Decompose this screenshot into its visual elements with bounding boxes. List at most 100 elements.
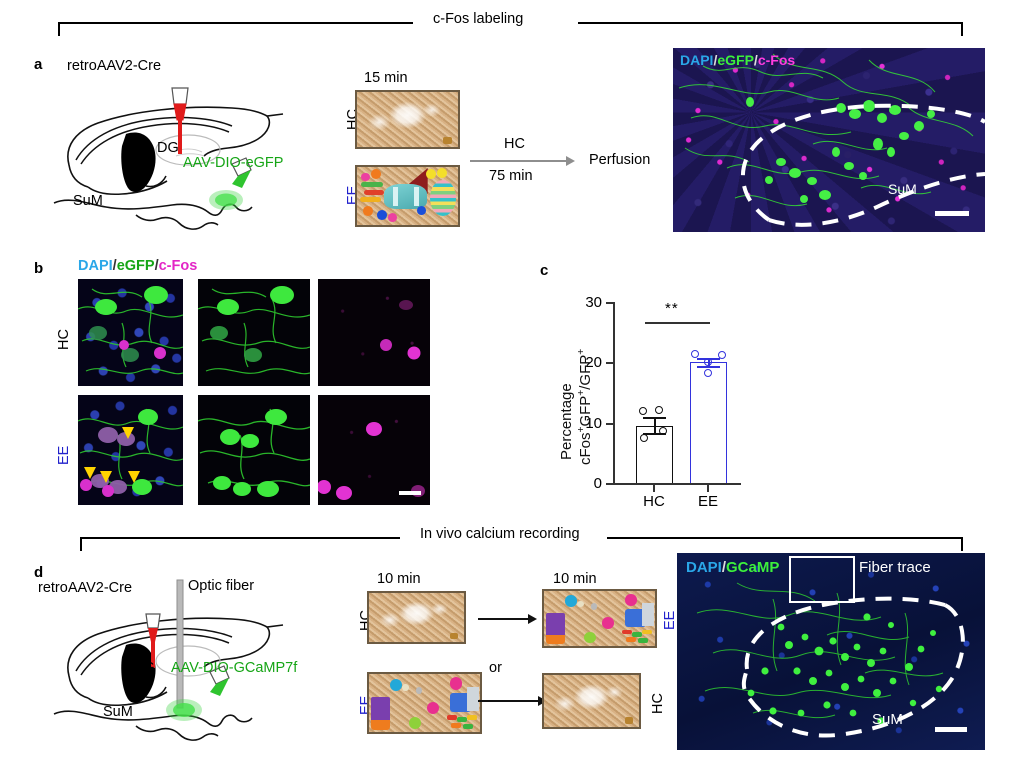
panel-b-letter: b [34, 260, 44, 277]
egfp-layer [678, 53, 974, 207]
section-caption-bottom: In vivo calcium recording [420, 526, 580, 542]
panel-d-brain-diagram [53, 579, 284, 741]
chart-ylabel-0: 0 [593, 475, 602, 492]
panel-c-letter: c [540, 262, 549, 279]
panel-d-channel-legend: DAPI/GCaMP [686, 559, 779, 576]
panel-b-row-label-ee: EE [56, 445, 72, 465]
channel-dapi: DAPI [78, 258, 113, 274]
channel-cfos: c-Fos [158, 258, 198, 274]
chart-ylabel-20: 20 [585, 354, 602, 371]
panel-b-image-hc-merge [78, 279, 183, 386]
bracket-tick-left [80, 537, 82, 551]
panel-a-arrow-line [470, 160, 566, 162]
sep1: / [112, 258, 117, 274]
panel-d-fiber-trace-label: Fiber trace [859, 559, 931, 576]
panel-a-photo-hc [355, 90, 460, 149]
panel-a-endpoint-label: Perfusion [589, 152, 651, 168]
chart-x-axis [613, 483, 741, 485]
panel-b-channel-legend: DAPI/eGFP/c-Fos [78, 258, 197, 274]
chart-point-hc-2 [655, 406, 663, 414]
chart-significance-stars: ** [665, 300, 679, 317]
chart-point-hc-3 [640, 434, 648, 442]
bracket-bar-left [58, 22, 413, 24]
panel-d-or-label: or [489, 660, 502, 676]
panel-d-photo-ee-end [542, 589, 657, 648]
panel-d-fiber-trace-box [789, 556, 855, 603]
chart-y-axis-title-line2: cFos+GFP+/GFP+ [576, 348, 594, 465]
section-bracket-bottom: In vivo calcium recording [80, 526, 963, 551]
panel-d-photo-hc-start [367, 591, 466, 644]
sep2: / [154, 258, 159, 274]
panel-d-label-aav-dio-gcamp: AAV-DIO-GCaMP7f [171, 660, 298, 676]
panel-a-letter: a [34, 56, 43, 73]
chart-point-ee-1 [691, 350, 699, 358]
chart-bar-ee[interactable] [690, 362, 727, 483]
panel-d-duration-left: 10 min [377, 571, 421, 587]
sum-outline-dashed [740, 103, 985, 227]
chart-ylabel-10: 10 [585, 415, 602, 432]
panel-b-scalebar [399, 491, 421, 495]
channel-egfp: eGFP [116, 258, 155, 274]
panel-b-row-label-hc: HC [56, 329, 72, 350]
panel-d-micrograph: DAPI/GCaMP Fiber trace SuM [677, 553, 985, 750]
panel-d-arrow-top-head [528, 614, 537, 624]
chart-xlabel-ee: EE [697, 493, 718, 510]
bracket-bar-right [578, 22, 963, 24]
chart-point-ee-3 [704, 358, 712, 366]
chart-ytick-0 [606, 483, 614, 485]
chart-y-axis [613, 302, 615, 485]
panel-b-image-ee-egfp [198, 395, 310, 505]
panel-a-arrow-bottom-label: 75 min [489, 168, 533, 184]
panel-d-label-optic-fiber: Optic fiber [188, 578, 255, 594]
chart-ytick-30 [606, 302, 614, 304]
chart-ylabel-30: 30 [585, 294, 602, 311]
sep1: / [721, 559, 727, 576]
panel-a-brain-diagram [53, 87, 284, 230]
chart-y-axis-title-line1: Percentage [558, 383, 575, 460]
chart-errorbar-hc [653, 417, 656, 435]
bracket-bar-left [80, 537, 400, 539]
panel-b-image-ee-merge [78, 395, 183, 505]
section-bracket-top: c-Fos labeling [58, 11, 963, 36]
channel-cfos: c-Fos [757, 52, 796, 68]
chart-xtick-ee [707, 485, 709, 492]
sep1: / [713, 52, 718, 68]
channel-dapi: DAPI [686, 559, 722, 576]
panel-a-duration-label: 15 min [364, 70, 408, 86]
sep2: / [753, 52, 758, 68]
panel-d-label-sum: SuM [103, 704, 133, 720]
chart-point-hc-1 [639, 407, 647, 415]
chart-ytick-20 [606, 362, 614, 364]
panel-a-label-aav-dio-egfp: AAV-DIO-eGFP [183, 155, 284, 171]
panel-b-image-hc-egfp [198, 279, 310, 386]
cfos-layer [673, 48, 985, 232]
bracket-bar-right [607, 537, 963, 539]
chart-point-ee-4 [704, 369, 712, 377]
panel-a-scalebar [935, 211, 969, 216]
panel-a-arrow-top-label: HC [504, 136, 525, 152]
panel-d-region-label-sum: SuM [872, 711, 903, 728]
dapi-layer [677, 553, 985, 750]
panel-a-label-dg: DG [157, 140, 179, 156]
chart-ytick-10 [606, 423, 614, 425]
panel-d-label-ee-end: EE [662, 610, 678, 630]
panel-d-duration-right: 10 min [553, 571, 597, 587]
bracket-tick-right [961, 537, 963, 551]
chart-xlabel-hc: HC [643, 493, 665, 510]
panel-a-arrow-head [566, 156, 575, 166]
panel-d-arrow-top [478, 618, 528, 620]
section-caption-top: c-Fos labeling [433, 11, 524, 27]
panel-a-micrograph: DAPI/eGFP/c-Fos SuM [673, 48, 985, 232]
chart-significance-line [645, 322, 710, 324]
panel-b-image-ee-cfos [318, 395, 430, 505]
sum-outline-dashed [741, 596, 965, 738]
chart-point-hc-4 [659, 427, 667, 435]
channel-gcamp: GCaMP [726, 559, 780, 576]
bracket-tick-left [58, 22, 60, 36]
panel-d-scalebar [935, 727, 967, 732]
panel-d-label-retroaav: retroAAV2-Cre [38, 580, 133, 596]
chart-point-ee-2 [718, 351, 726, 359]
chart-errorbar-hc-cap-top [643, 417, 666, 419]
panel-d-photo-hc-end [542, 673, 641, 729]
bracket-tick-right [961, 22, 963, 36]
